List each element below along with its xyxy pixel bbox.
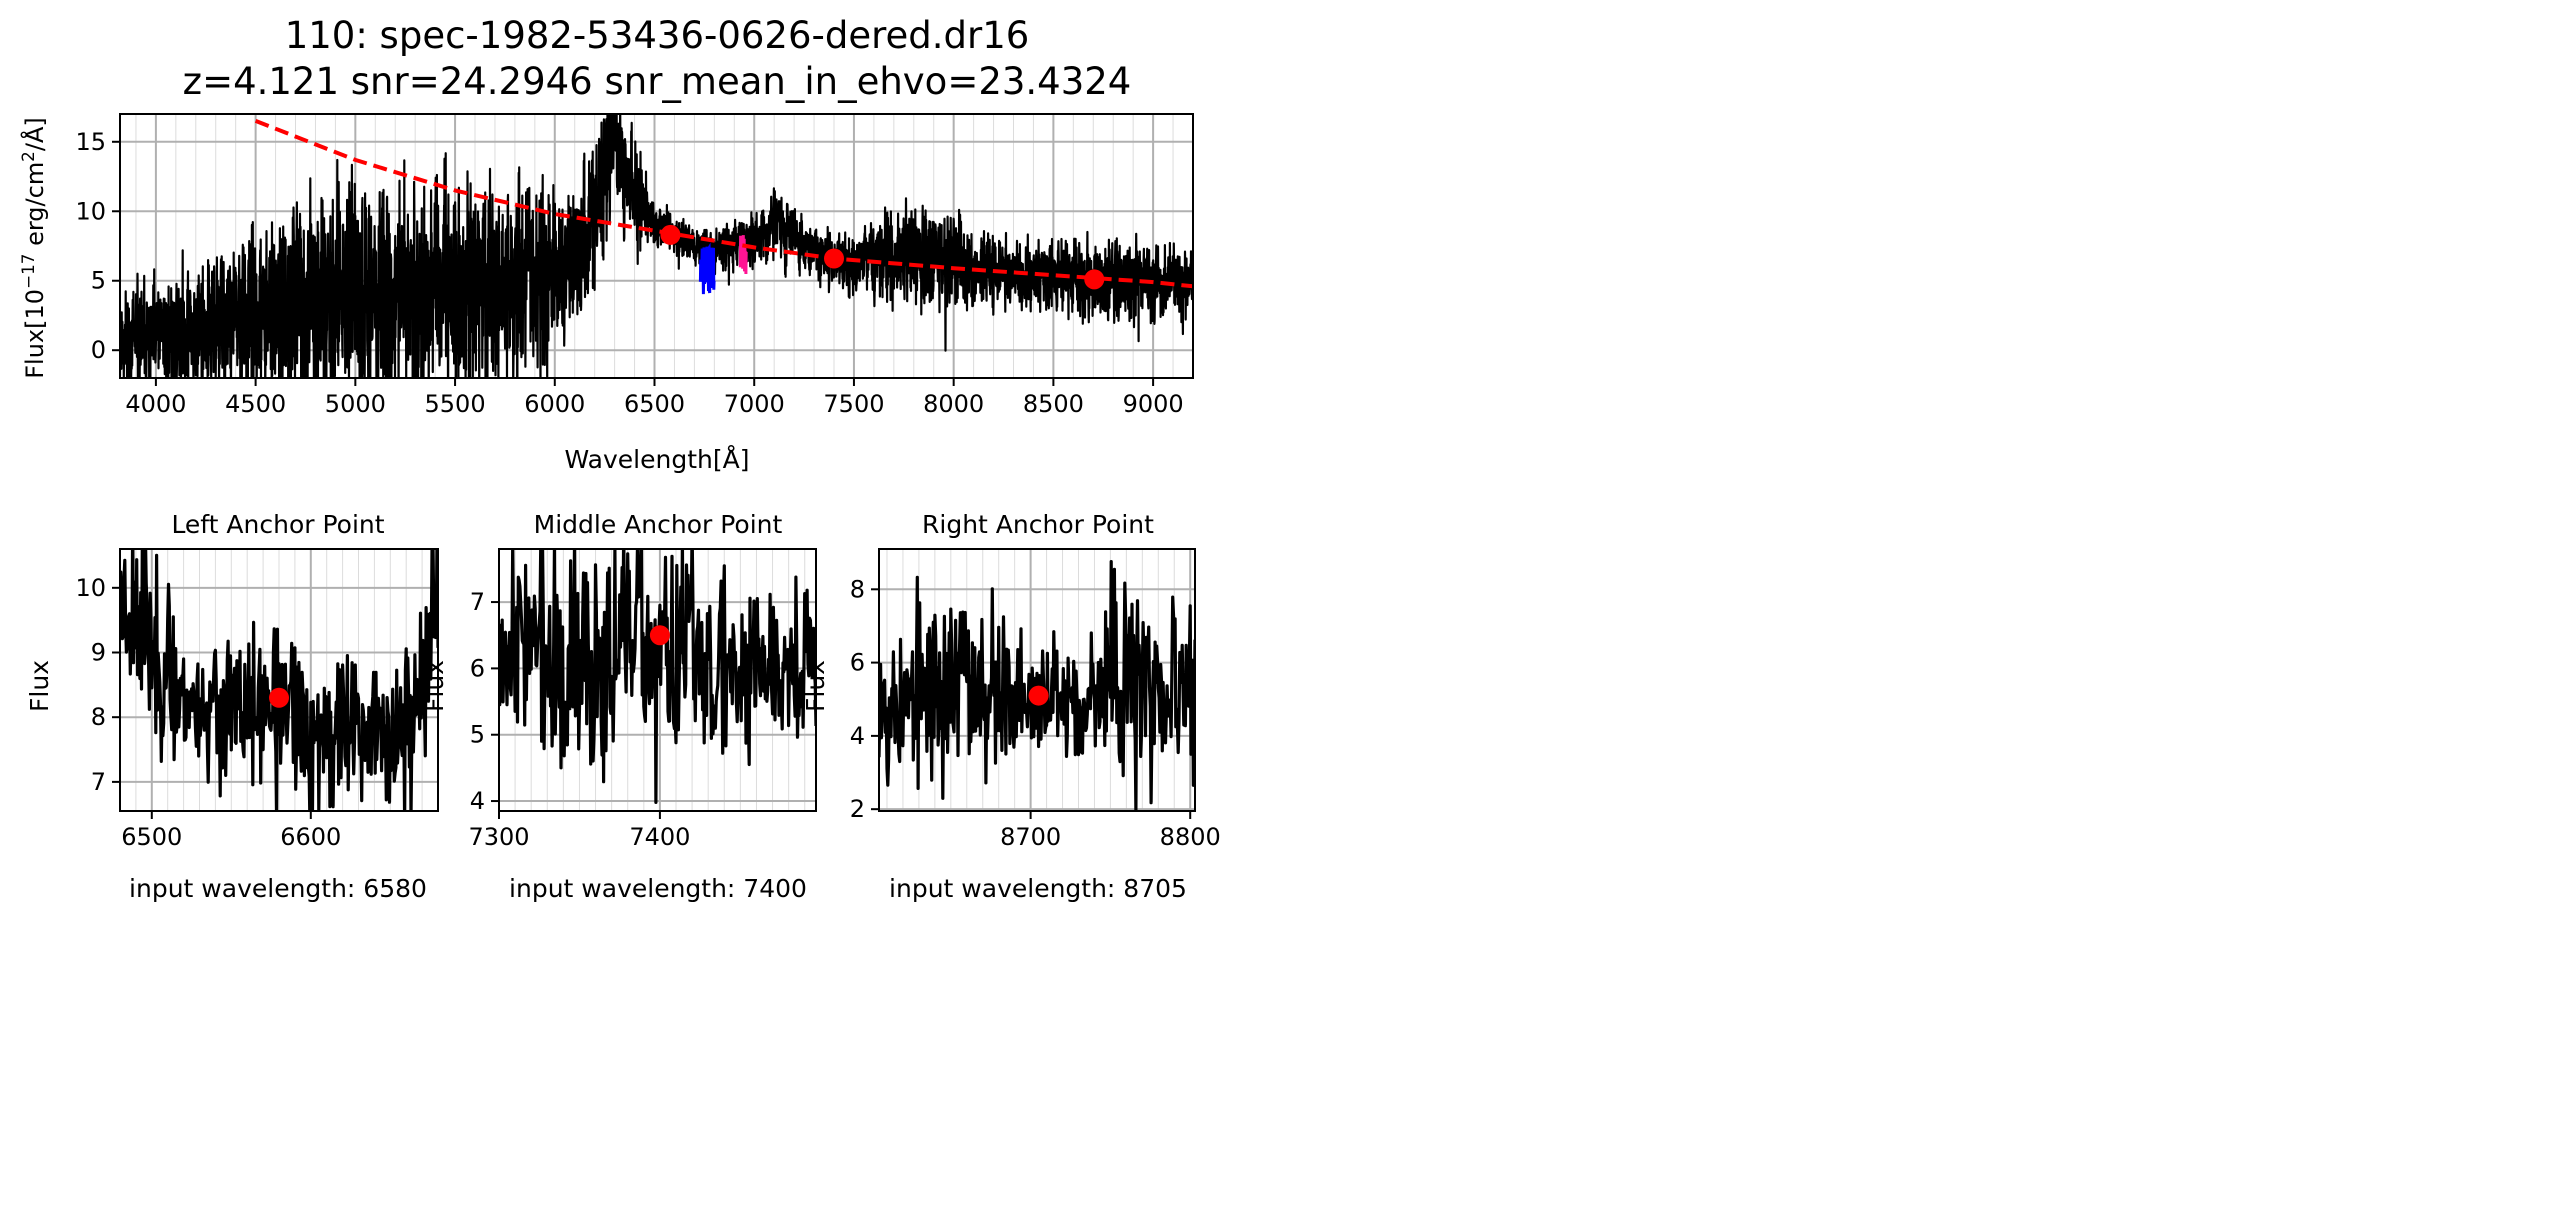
- main-y-axis-label: Flux[10−17 erg/cm2/Å]: [18, 117, 49, 379]
- left-x-tick-label: 6500: [121, 823, 182, 851]
- marked-region-1: [698, 242, 716, 295]
- main-x-tick-label: 5500: [425, 390, 486, 418]
- main-spectrum-line: [120, 114, 1193, 378]
- main-x-axis-label: Wavelength[Å]: [565, 445, 750, 474]
- middle-panel-title: Middle Anchor Point: [534, 510, 783, 539]
- left-y-tick-label: 8: [91, 703, 106, 731]
- middle-anchor-point-1: [649, 625, 670, 646]
- left-y-tick-label: 9: [91, 639, 106, 667]
- right-y-tick-label: 8: [850, 575, 865, 603]
- main-y-tick-label: 0: [91, 336, 106, 364]
- main-x-tick-label: 8000: [923, 390, 984, 418]
- main-y-tick-label: 15: [75, 128, 106, 156]
- left-x-axis-label: input wavelength: 6580: [129, 874, 427, 903]
- left-plot-area: [120, 549, 438, 811]
- middle-y-tick-label: 6: [470, 654, 485, 682]
- left-y-tick-label: 10: [75, 574, 106, 602]
- right-anchor-panel: 8700 8800 2 4 6 8: [850, 548, 1221, 851]
- middle-plot-area: [499, 549, 816, 804]
- main-x-tick-label: 6500: [624, 390, 685, 418]
- main-anchor-point-1: [660, 224, 681, 245]
- main-x-tick-label: 9000: [1123, 390, 1184, 418]
- left-y-tick-label: 7: [91, 768, 106, 796]
- left-anchor-point-1: [269, 687, 289, 708]
- middle-x-tick-label: 7300: [468, 823, 529, 851]
- right-panel-title: Right Anchor Point: [922, 510, 1154, 539]
- right-x-axis-label: input wavelength: 8705: [889, 874, 1187, 903]
- right-x-tick-label: 8800: [1160, 823, 1221, 851]
- main-anchor-point-2: [824, 248, 845, 269]
- main-plot-area: [120, 114, 1193, 378]
- main-x-tick-label: 8500: [1023, 390, 1084, 418]
- main-x-tick-label: 6000: [524, 390, 585, 418]
- main-anchor-point-3: [1084, 269, 1105, 290]
- main-axes-frame: [119, 113, 1194, 379]
- right-y-tick-label: 2: [850, 795, 865, 823]
- left-panel-title: Left Anchor Point: [171, 510, 384, 539]
- main-y-tick-label: 5: [91, 267, 106, 295]
- main-x-tick-label: 4500: [225, 390, 286, 418]
- main-spectrum-panel: 4000 4500 5000 5500 6000 6500 7000 7500 8000 8500…: [75, 113, 1194, 418]
- figure-title-line1: 110: spec-1982-53436-0626-dered.dr16: [285, 14, 1030, 57]
- main-y-tick-label: 10: [75, 197, 106, 225]
- middle-y-tick-label: 4: [470, 787, 485, 815]
- right-y-axis-label: Flux: [801, 660, 830, 712]
- marked-region-2: [738, 235, 748, 275]
- right-plot-area: [879, 560, 1195, 811]
- middle-axes-frame: [498, 548, 817, 812]
- middle-x-tick-label: 7400: [629, 823, 690, 851]
- middle-x-axis-label: input wavelength: 7400: [509, 874, 807, 903]
- middle-anchor-panel: 7300 7400 4 5 6 7: [468, 548, 817, 851]
- figure-title-line2: z=4.121 snr=24.2946 snr_mean_in_ehvo=23.…: [183, 60, 1132, 103]
- right-anchor-point-1: [1028, 685, 1049, 706]
- main-x-tick-label: 7500: [823, 390, 884, 418]
- right-y-tick-label: 4: [850, 722, 865, 750]
- left-x-tick-label: 6600: [280, 823, 341, 851]
- main-x-tick-label: 4000: [125, 390, 186, 418]
- right-y-tick-label: 6: [850, 649, 865, 677]
- middle-y-tick-label: 7: [470, 588, 485, 616]
- left-axes-frame: [119, 548, 439, 812]
- middle-y-tick-label: 5: [470, 721, 485, 749]
- right-x-tick-label: 8700: [1000, 823, 1061, 851]
- right-spectrum-line: [879, 560, 1195, 811]
- main-x-tick-label: 5000: [325, 390, 386, 418]
- left-anchor-panel: 6500 6600 7 8 9 10: [75, 548, 439, 851]
- left-y-axis-label: Flux: [25, 660, 54, 712]
- main-x-tick-label: 7000: [724, 390, 785, 418]
- left-spectrum-line: [120, 549, 438, 811]
- middle-y-axis-label: Flux: [420, 660, 449, 712]
- right-axes-frame: [878, 548, 1196, 812]
